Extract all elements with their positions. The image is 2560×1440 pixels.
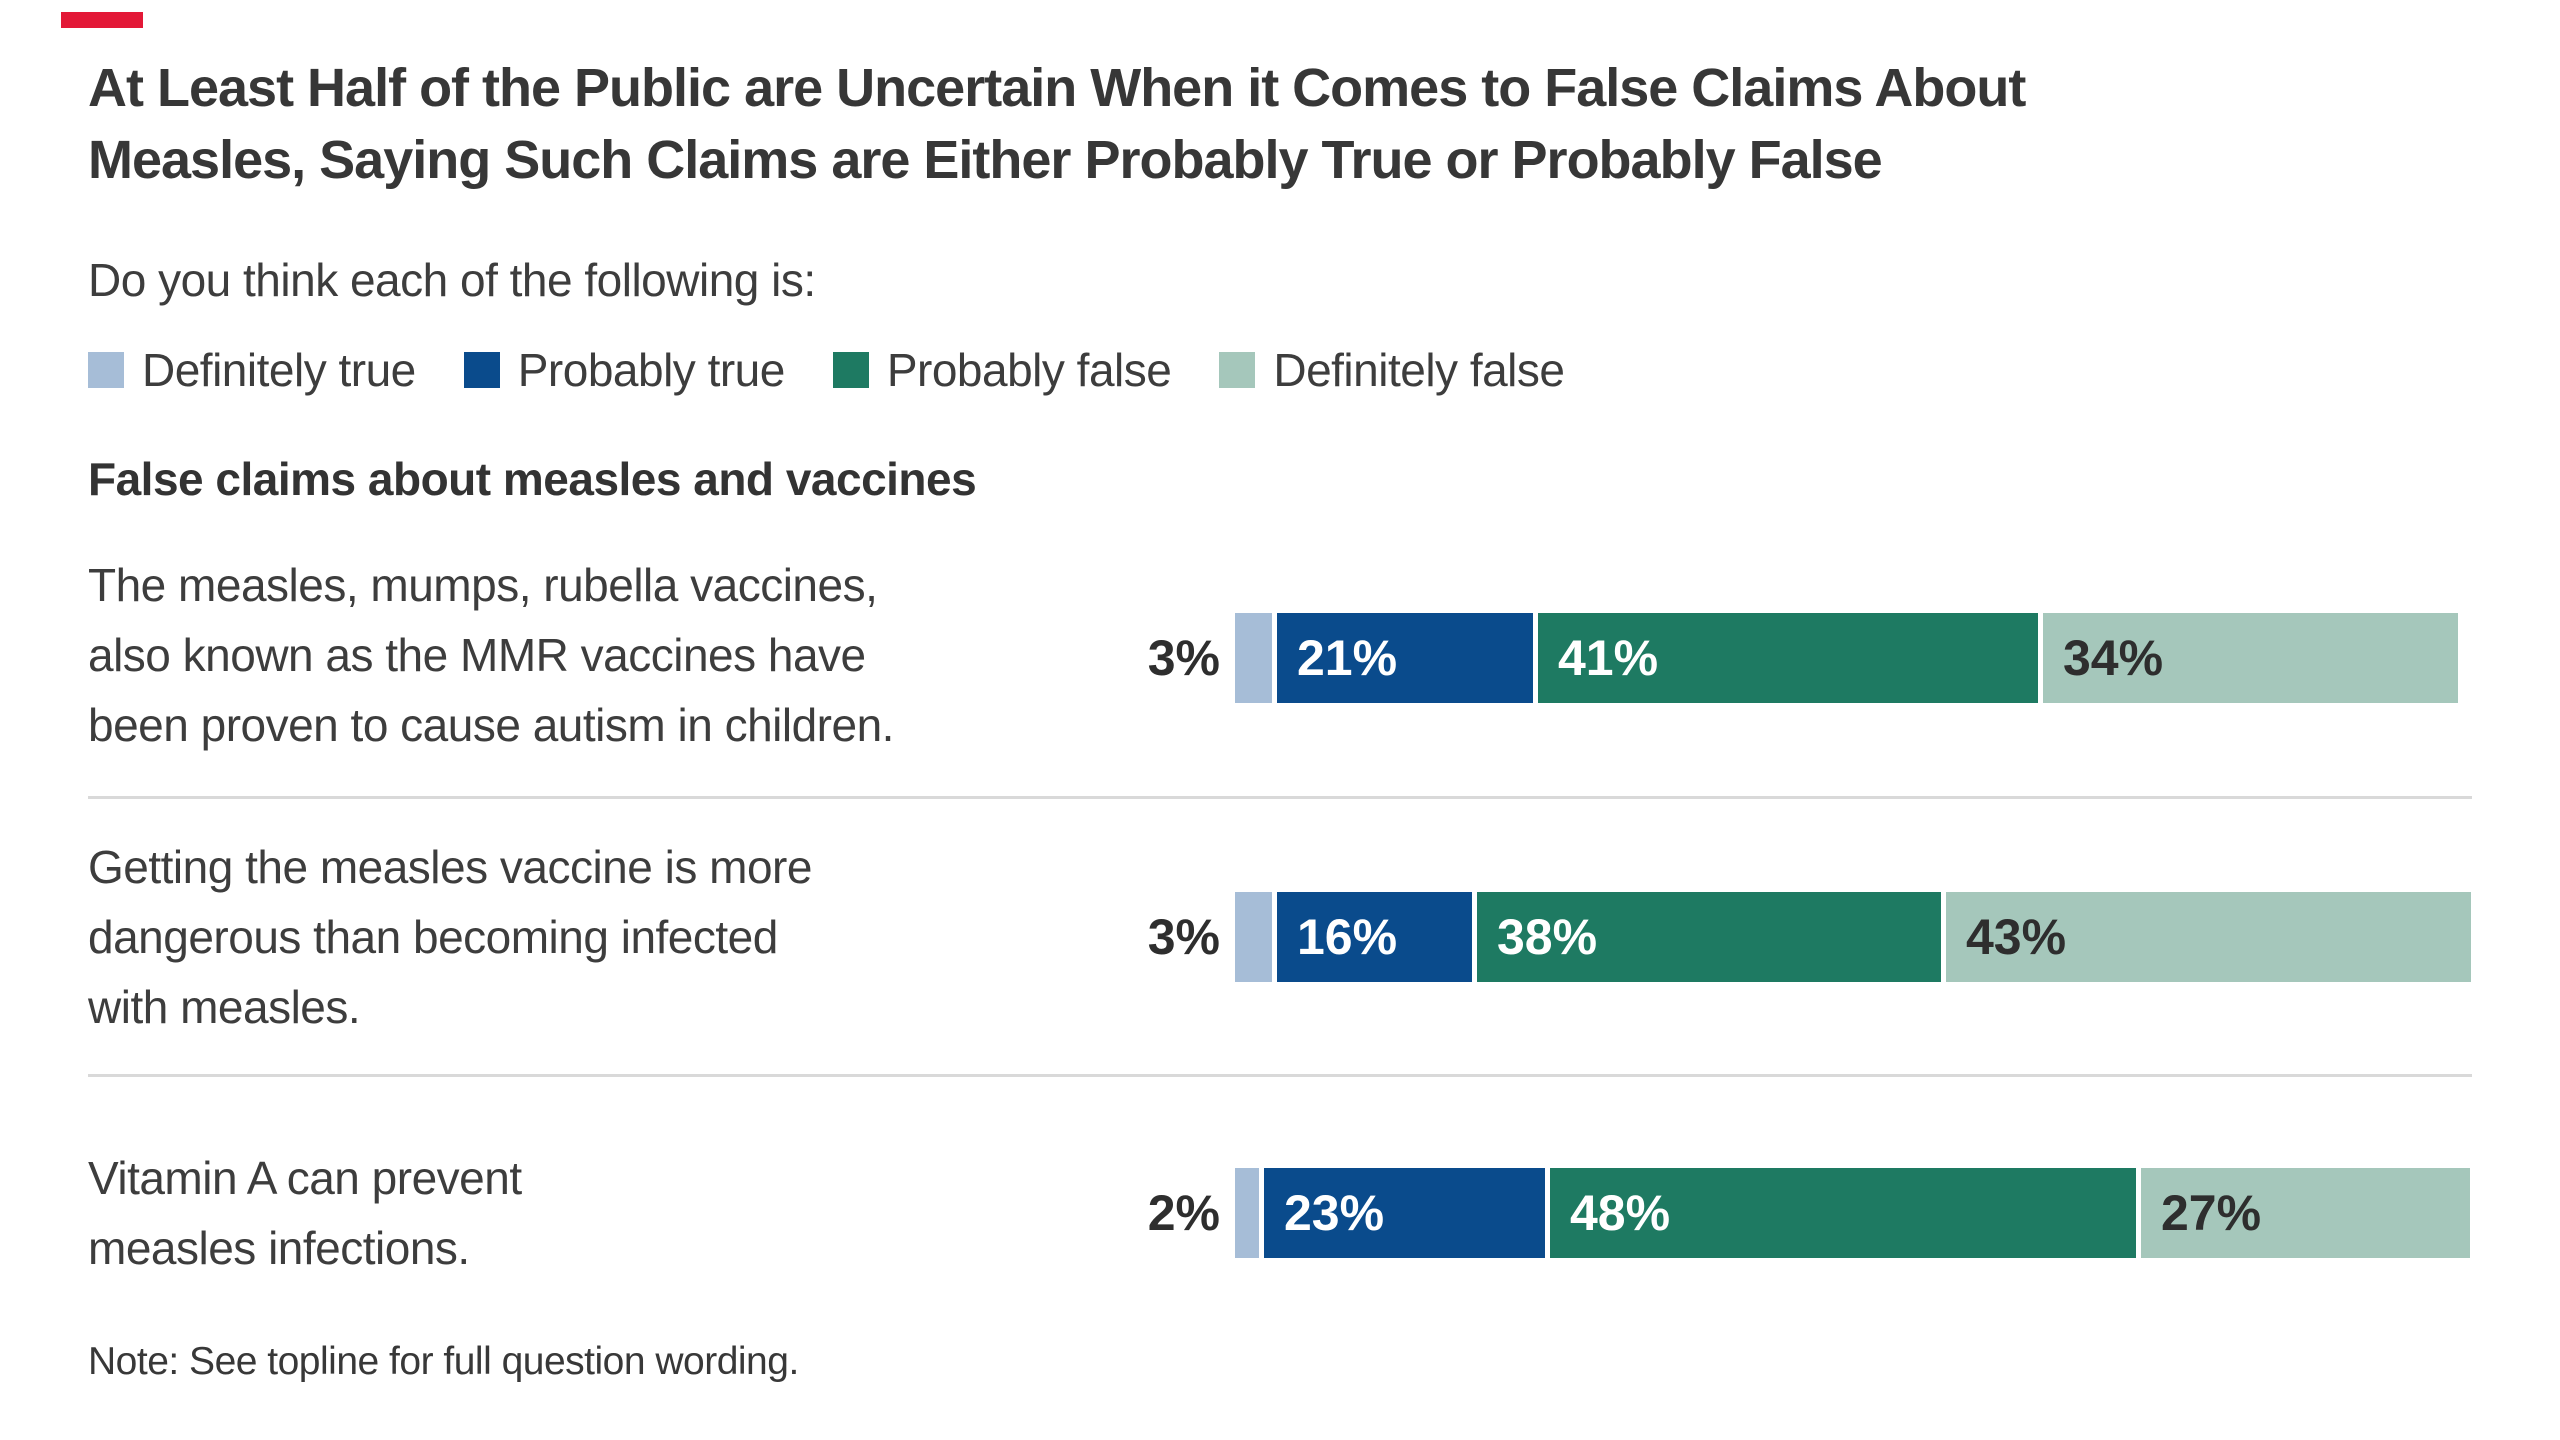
legend-item-probably-true: Probably true [463,343,786,397]
segment-value-label: 27% [2161,1185,2262,1241]
row-divider [88,1074,2472,1077]
segment-value-label: 48% [1570,1185,1671,1241]
segment-value-label: 23% [1284,1185,1385,1241]
segment-value-label: 41% [1558,630,1659,686]
segment-value-label: 16% [1297,909,1398,965]
row-statement: The measles, mumps, rubella vaccines, al… [88,559,894,751]
legend-item-probably-false: Probably false [832,343,1172,397]
legend-label: Definitely true [142,344,416,396]
definitely-true-value-label: 3% [1147,909,1220,965]
row-statement: Vitamin A can prevent measles infections… [88,1152,522,1274]
definitely-true-value-label: 3% [1147,630,1220,686]
row-statement: Getting the measles vaccine is more dang… [88,841,812,1033]
bar-segment-definitely-true [1235,892,1272,982]
legend-item-definitely-false: Definitely false [1219,343,1565,397]
bar-segment-probably-false: 38% [1477,892,1941,982]
section-header: False claims about measles and vaccines [88,453,977,505]
bar-segment-probably-false: 48% [1550,1168,2136,1258]
bar-segment-definitely-false: 43% [1946,892,2471,982]
segment-value-label: 43% [1966,909,2067,965]
segment-value-label: 34% [2063,630,2164,686]
legend-swatch-icon [1219,352,1256,388]
stacked-bar: 21% 41% 34% [1235,613,2458,703]
legend-item-definitely-true: Definitely true [88,343,416,397]
stacked-bar: 23% 48% 27% [1235,1168,2470,1258]
definitely-true-value-label: 2% [1147,1185,1220,1241]
red-accent-bar [61,12,143,28]
bar-segment-probably-true: 21% [1277,613,1533,703]
bar-segment-probably-true: 23% [1264,1168,1545,1258]
legend-swatch-icon [88,352,124,388]
legend-swatch-icon [832,352,869,388]
legend-label: Definitely false [1273,344,1565,396]
chart-question: Do you think each of the following is: [88,254,816,306]
legend-swatch-icon [463,352,500,388]
chart-title: At Least Half of the Public are Uncertai… [88,58,2026,190]
footnote: Note: See topline for full question word… [88,1340,799,1383]
stacked-bar: 16% 38% 43% [1235,892,2471,982]
bar-segment-probably-true: 16% [1277,892,1472,982]
legend-label: Probably true [517,344,786,396]
bar-segment-definitely-true [1235,1168,1259,1258]
legend: Definitely true Probably true Probably fal… [88,344,1565,396]
bar-segment-definitely-true [1235,613,1272,703]
segment-value-label: 21% [1297,630,1398,686]
bar-segment-definitely-false: 27% [2141,1168,2470,1258]
row-divider [88,796,2472,799]
legend-label: Probably false [886,344,1172,396]
bar-segment-definitely-false: 34% [2043,613,2458,703]
segment-value-label: 38% [1497,909,1598,965]
bar-segment-probably-false: 41% [1538,613,2038,703]
